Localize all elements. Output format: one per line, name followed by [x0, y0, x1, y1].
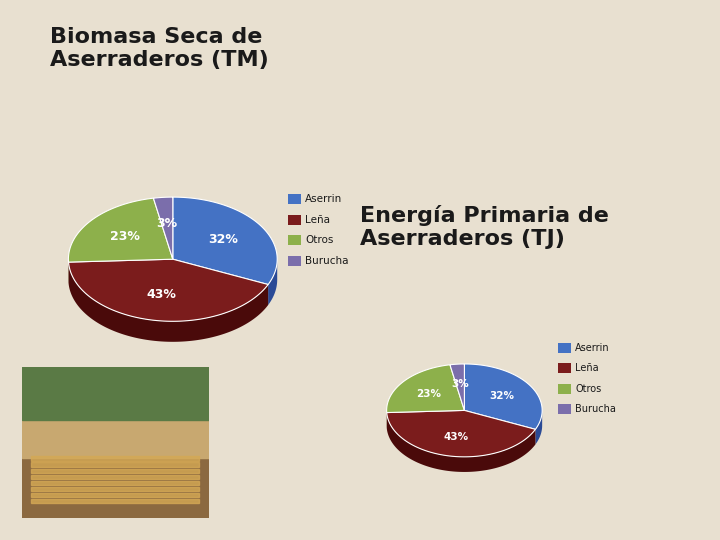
Polygon shape	[387, 410, 536, 457]
Polygon shape	[387, 364, 464, 413]
FancyBboxPatch shape	[288, 215, 301, 225]
FancyBboxPatch shape	[558, 384, 571, 394]
Polygon shape	[68, 259, 268, 321]
Text: 3%: 3%	[451, 379, 469, 389]
Text: Aserrin: Aserrin	[305, 194, 343, 204]
Text: 43%: 43%	[444, 432, 469, 442]
Polygon shape	[153, 197, 173, 259]
FancyBboxPatch shape	[558, 404, 571, 414]
Text: 23%: 23%	[110, 231, 140, 244]
Text: 32%: 32%	[209, 233, 238, 246]
FancyBboxPatch shape	[288, 256, 301, 266]
Text: Otros: Otros	[305, 235, 333, 245]
Polygon shape	[464, 364, 542, 429]
Bar	[31, 499, 199, 503]
Bar	[31, 487, 199, 491]
Bar	[31, 462, 199, 467]
Polygon shape	[68, 198, 173, 262]
Bar	[22, 367, 209, 420]
Polygon shape	[450, 364, 464, 410]
Text: Aserrin: Aserrin	[575, 343, 610, 353]
Text: Burucha: Burucha	[575, 404, 616, 414]
Text: Leña: Leña	[305, 215, 330, 225]
Text: 23%: 23%	[416, 389, 441, 399]
Polygon shape	[387, 413, 536, 472]
FancyBboxPatch shape	[288, 194, 301, 204]
Text: 43%: 43%	[147, 288, 176, 301]
Text: 3%: 3%	[156, 217, 178, 230]
Text: Burucha: Burucha	[305, 256, 348, 266]
Polygon shape	[536, 410, 542, 444]
Text: Leña: Leña	[575, 363, 599, 373]
Bar	[31, 469, 199, 473]
FancyBboxPatch shape	[558, 363, 571, 373]
FancyBboxPatch shape	[288, 235, 301, 245]
Bar	[31, 492, 199, 497]
Text: Energía Primaria de
Aserraderos (TJ): Energía Primaria de Aserraderos (TJ)	[360, 205, 609, 249]
Bar	[31, 456, 199, 461]
Polygon shape	[173, 197, 277, 285]
Polygon shape	[268, 259, 277, 305]
Bar	[31, 481, 199, 485]
Text: 32%: 32%	[490, 391, 515, 401]
Bar	[22, 458, 209, 518]
Polygon shape	[68, 262, 268, 342]
Bar	[31, 475, 199, 479]
Text: Biomasa Seca de
Aserraderos (TM): Biomasa Seca de Aserraderos (TM)	[50, 27, 269, 70]
FancyBboxPatch shape	[558, 343, 571, 353]
Bar	[22, 420, 209, 458]
Text: Otros: Otros	[575, 384, 601, 394]
